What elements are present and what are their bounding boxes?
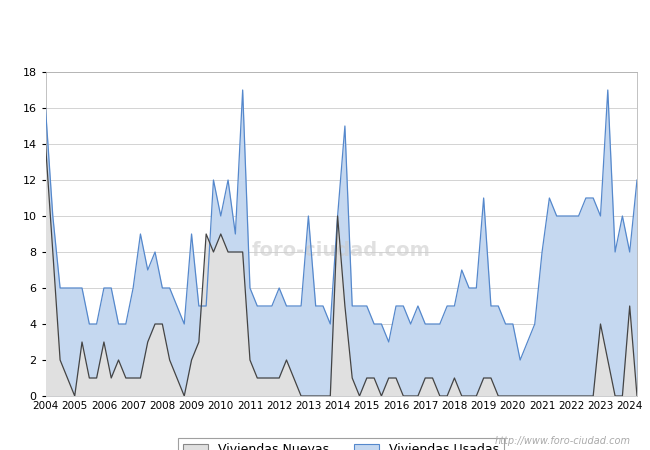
Text: foro-ciudad.com: foro-ciudad.com [252,241,431,260]
Text: Villafranca del Bierzo - Evolucion del Nº de Transacciones Inmobiliarias: Villafranca del Bierzo - Evolucion del N… [79,20,571,34]
Legend: Viviendas Nuevas, Viviendas Usadas: Viviendas Nuevas, Viviendas Usadas [178,438,504,450]
Text: http://www.foro-ciudad.com: http://www.foro-ciudad.com [495,436,630,446]
